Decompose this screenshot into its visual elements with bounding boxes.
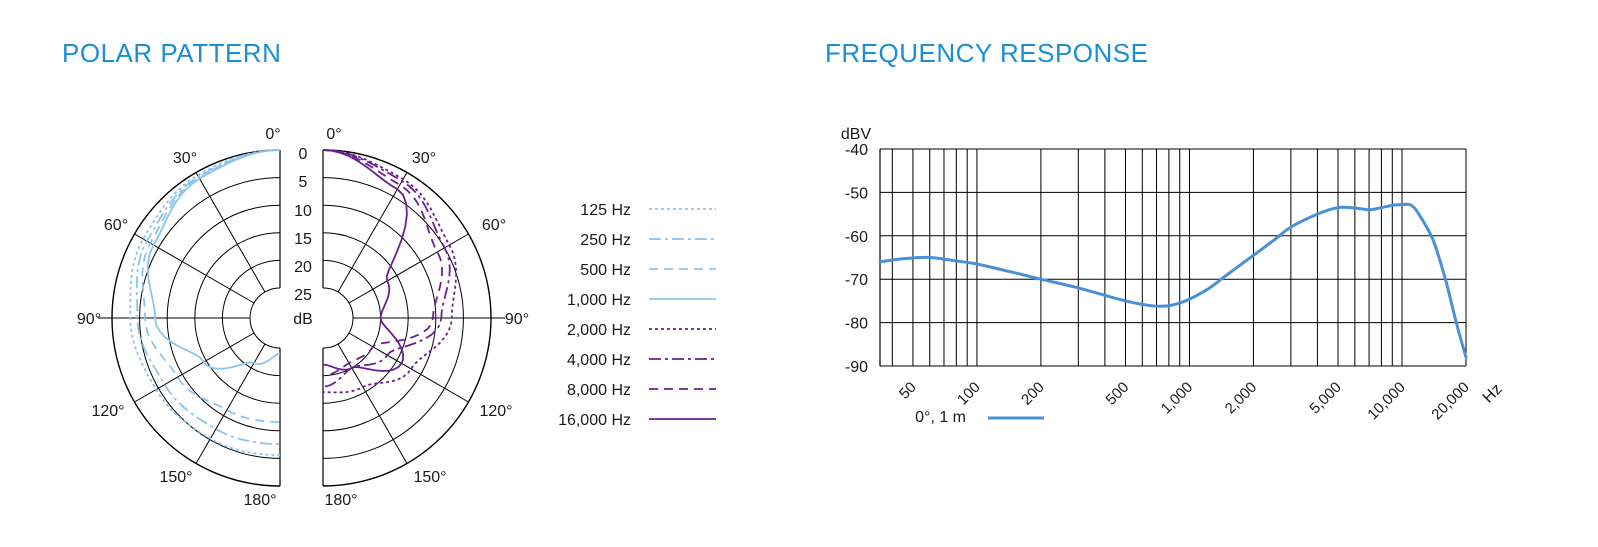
polar-spoke: [134, 332, 255, 403]
polar-series-curve: [322, 149, 408, 372]
polar-ring: [322, 287, 354, 349]
polar-spoke: [337, 172, 408, 293]
polar-label-90-left: 90°: [77, 311, 101, 328]
frequency-y-tick-labels: -40 -50 -60 -70 -80 -90: [845, 142, 868, 376]
polar-label-30-right: 30°: [412, 150, 436, 167]
polar-series-curve: [141, 149, 281, 423]
frequency-y-tick-label: -90: [845, 359, 868, 376]
polar-db-label: 10: [294, 203, 312, 220]
polar-legend-label: 125 Hz: [580, 202, 631, 219]
polar-legend-label: 2,000 Hz: [567, 322, 631, 339]
polar-series-group: [129, 149, 458, 456]
polar-series-curve: [322, 149, 444, 377]
polar-series-curve: [135, 149, 281, 445]
frequency-y-tick-label: -50: [845, 185, 868, 202]
polar-spoke: [348, 332, 469, 403]
frequency-x-tick-label: 10,000: [1364, 379, 1408, 423]
polar-label-30-left: 30°: [173, 150, 197, 167]
frequency-y-tick-label: -70: [845, 272, 868, 289]
frequency-y-tick-label: -60: [845, 229, 868, 246]
polar-db-label: 5: [299, 174, 308, 191]
polar-db-label: 0: [299, 146, 308, 163]
polar-spoke: [337, 343, 408, 464]
polar-spoke: [195, 172, 266, 293]
frequency-response-line: [878, 202, 1468, 359]
polar-label-60-right: 60°: [482, 217, 506, 234]
polar-label-60-left: 60°: [104, 217, 128, 234]
polar-label-120-right: 120°: [479, 403, 512, 420]
frequency-y-unit: dBV: [841, 126, 872, 143]
polar-label-120-left: 120°: [91, 403, 124, 420]
polar-legend-label: 500 Hz: [580, 262, 631, 279]
frequency-grid: [879, 148, 1467, 367]
polar-legend-label: 16,000 Hz: [558, 412, 631, 429]
frequency-response-title: FREQUENCY RESPONSE: [825, 38, 1149, 68]
frequency-x-tick-label: 5,000: [1306, 379, 1345, 418]
polar-left-half: [98, 149, 281, 487]
frequency-y-tick-label: -80: [845, 316, 868, 333]
polar-ring: [249, 287, 281, 349]
polar-label-0-left: 0°: [265, 126, 280, 143]
polar-label-150-right: 150°: [413, 469, 446, 486]
polar-legend: 125 Hz 250 Hz 500 Hz 1,000 Hz 2,000 Hz 4,000 …: [558, 202, 716, 429]
frequency-x-tick-label: 1,000: [1158, 379, 1197, 418]
polar-series-curve: [129, 149, 281, 456]
polar-label-0-right: 0°: [326, 126, 341, 143]
polar-pattern-title: POLAR PATTERN: [62, 38, 282, 68]
frequency-x-tick-label: 2,000: [1222, 379, 1261, 418]
frequency-x-tick-label: 100: [954, 379, 984, 409]
frequency-y-tick-label: -40: [845, 142, 868, 159]
polar-legend-label: 4,000 Hz: [567, 352, 631, 369]
polar-db-label: 15: [294, 231, 312, 248]
frequency-x-tick-label: 200: [1018, 379, 1048, 409]
polar-db-label: 25: [294, 287, 312, 304]
frequency-x-tick-label: 20,000: [1428, 379, 1472, 423]
polar-legend-label: 1,000 Hz: [567, 292, 631, 309]
frequency-x-tick-labels: 50 100 200 500 1,000 2,000 5,000 10,000 20,000: [896, 379, 1473, 423]
polar-legend-label: 8,000 Hz: [567, 382, 631, 399]
frequency-x-tick-label: 500: [1103, 379, 1133, 409]
polar-label-90-right: 90°: [505, 311, 529, 328]
polar-label-150-left: 150°: [159, 469, 192, 486]
polar-db-unit: dB: [293, 311, 313, 328]
polar-series-curve: [146, 149, 281, 370]
frequency-legend-label: 0°, 1 m: [915, 409, 966, 426]
polar-series-curve: [322, 149, 458, 394]
polar-legend-label: 250 Hz: [580, 232, 631, 249]
polar-spoke: [134, 233, 255, 304]
polar-db-label: 20: [294, 259, 312, 276]
frequency-x-tick-label: 50: [896, 379, 920, 403]
frequency-x-unit: Hz: [1480, 381, 1506, 407]
polar-spoke: [348, 233, 469, 304]
polar-label-180-left: 180°: [243, 492, 276, 509]
polar-label-180-right: 180°: [324, 492, 357, 509]
polar-right-half: [322, 149, 505, 487]
